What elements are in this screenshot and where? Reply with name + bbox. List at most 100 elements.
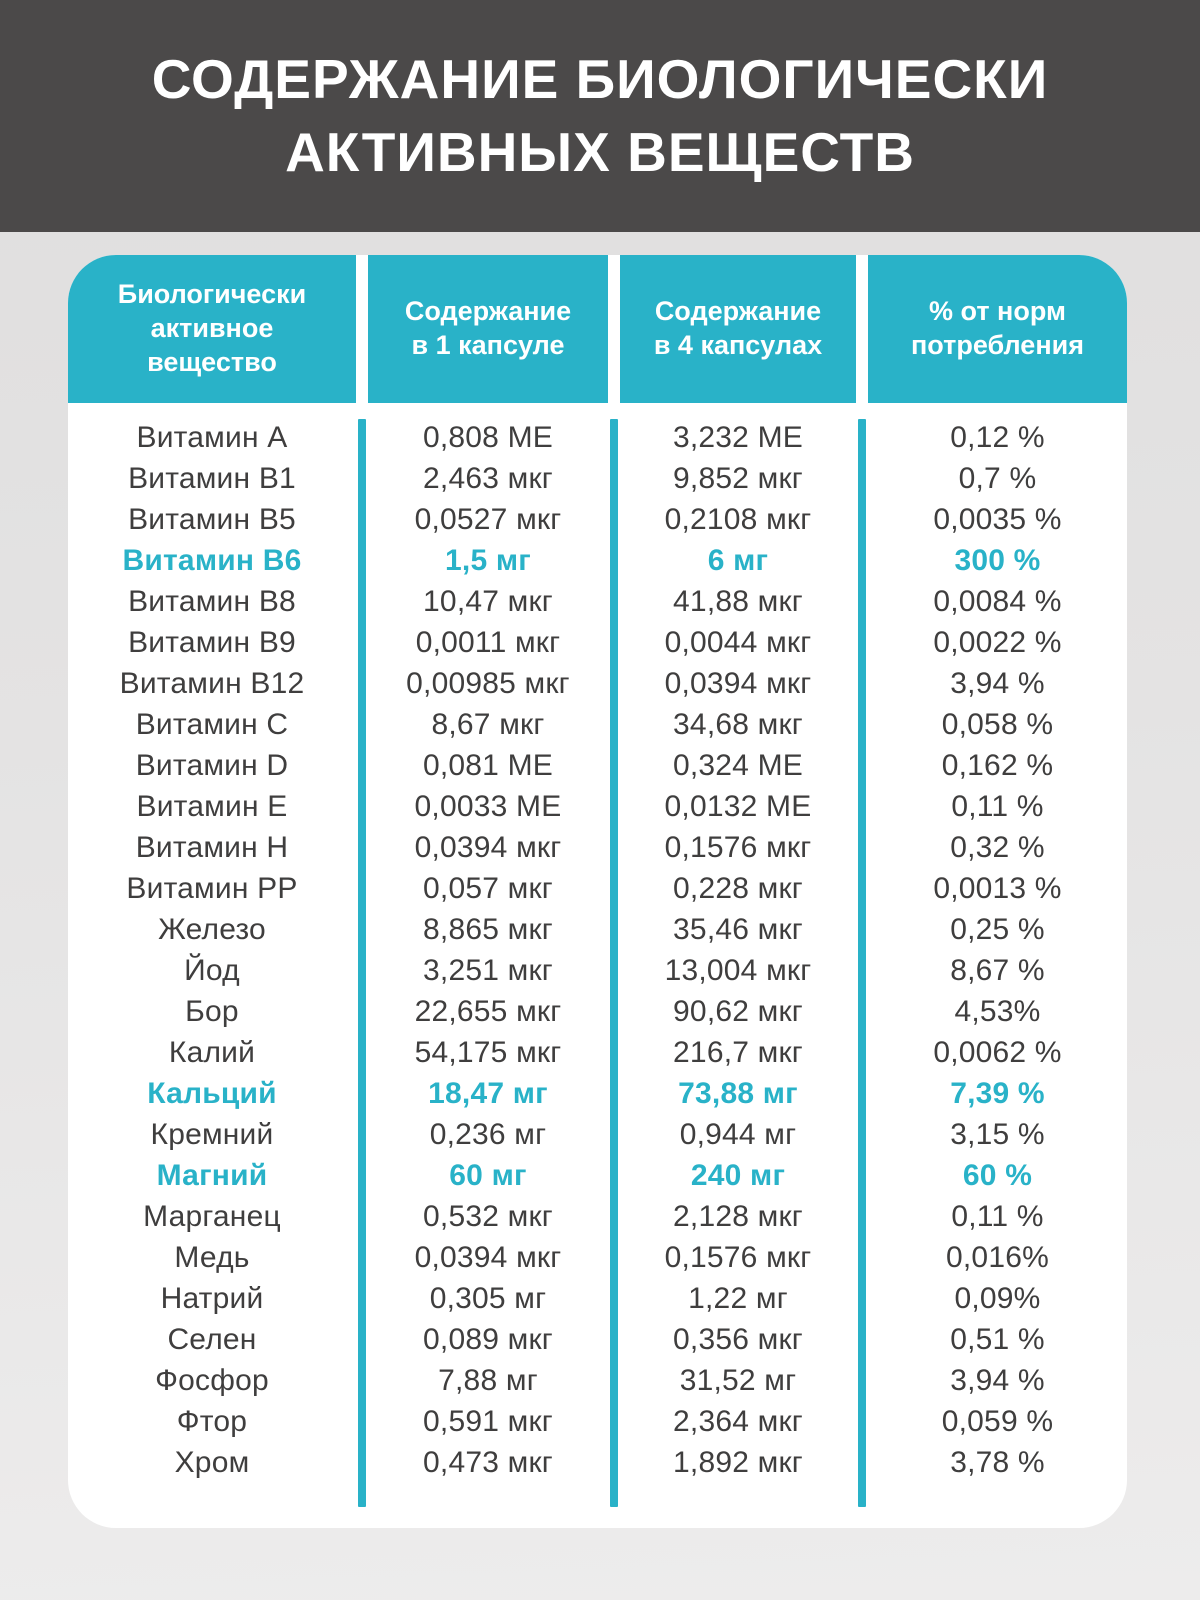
percent-norm-value: 0,0022 %	[933, 625, 1062, 659]
table-row: Марганец 0,532 мкг 2,128 мкг 0,11 %	[68, 1196, 1127, 1237]
substance-name: Витамин E	[136, 789, 288, 823]
header-per-capsule: Содержание в 1 капсуле	[368, 255, 608, 403]
substance-name: Фосфор	[155, 1363, 269, 1397]
substance-name: Витамин H	[135, 830, 289, 864]
per-capsule-value: 0,0033 МЕ	[414, 789, 562, 823]
percent-norm-value: 0,12 %	[950, 420, 1045, 454]
table-row: Йод 3,251 мкг 13,004 мкг 8,67 %	[68, 950, 1127, 991]
percent-norm-value: 0,016%	[946, 1240, 1049, 1274]
percent-norm-value: 4,53%	[954, 994, 1041, 1028]
column-divider-1	[358, 419, 366, 1507]
per-4-capsules-value: 0,0044 мкг	[664, 625, 812, 659]
per-4-capsules-value: 216,7 мкг	[673, 1035, 803, 1069]
table-row: Витамин B12 0,00985 мкг 0,0394 мкг 3,94 %	[68, 663, 1127, 704]
percent-norm-value: 60 %	[962, 1158, 1033, 1192]
percent-norm-value: 0,0013 %	[933, 871, 1062, 905]
per-capsule-value: 3,251 мкг	[423, 953, 553, 987]
per-4-capsules-value: 0,0394 мкг	[664, 666, 812, 700]
percent-norm-value: 3,94 %	[950, 1363, 1045, 1397]
per-capsule-value: 0,532 мкг	[423, 1199, 553, 1233]
title-band: СОДЕРЖАНИЕ БИОЛОГИЧЕСКИ АКТИВНЫХ ВЕЩЕСТВ	[0, 0, 1200, 232]
percent-norm-value: 300 %	[954, 543, 1041, 577]
table-row: Витамин B8 10,47 мкг 41,88 мкг 0,0084 %	[68, 581, 1127, 622]
percent-norm-value: 8,67 %	[950, 953, 1045, 987]
percent-norm-value: 0,058 %	[941, 707, 1054, 741]
table-row: Витамин C 8,67 мкг 34,68 мкг 0,058 %	[68, 704, 1127, 745]
table-row: Витамин E 0,0033 МЕ 0,0132 МЕ 0,11 %	[68, 786, 1127, 827]
substance-name: Хром	[174, 1445, 250, 1479]
percent-norm-value: 0,09%	[954, 1281, 1041, 1315]
per-capsule-value: 22,655 мкг	[414, 994, 562, 1028]
per-4-capsules-value: 0,1576 мкг	[664, 830, 812, 864]
per-4-capsules-value: 1,22 мг	[688, 1281, 788, 1315]
table-row: Медь 0,0394 мкг 0,1576 мкг 0,016%	[68, 1237, 1127, 1278]
per-capsule-value: 0,089 мкг	[423, 1322, 553, 1356]
substance-name: Марганец	[143, 1199, 281, 1233]
per-capsule-value: 0,057 мкг	[423, 871, 553, 905]
percent-norm-value: 0,059 %	[941, 1404, 1054, 1438]
per-capsule-value: 0,0394 мкг	[414, 830, 562, 864]
substance-name: Натрий	[160, 1281, 264, 1315]
per-4-capsules-value: 0,944 мг	[679, 1117, 797, 1151]
table-row: Хром 0,473 мкг 1,892 мкг 3,78 %	[68, 1442, 1127, 1483]
per-4-capsules-value: 90,62 мкг	[673, 994, 803, 1028]
table-row: Селен 0,089 мкг 0,356 мкг 0,51 %	[68, 1319, 1127, 1360]
per-capsule-value: 0,473 мкг	[423, 1445, 553, 1479]
per-4-capsules-value: 34,68 мкг	[673, 707, 803, 741]
per-4-capsules-value: 31,52 мг	[679, 1363, 797, 1397]
per-4-capsules-value: 0,0132 МЕ	[664, 789, 812, 823]
table-row: Витамин B9 0,0011 мкг 0,0044 мкг 0,0022 %	[68, 622, 1127, 663]
per-capsule-value: 0,305 мг	[429, 1281, 547, 1315]
substance-name: Кальций	[147, 1076, 277, 1110]
per-4-capsules-value: 2,364 мкг	[673, 1404, 803, 1438]
table-row: Витамин PP 0,057 мкг 0,228 мкг 0,0013 %	[68, 868, 1127, 909]
substance-name: Витамин B1	[128, 461, 296, 495]
per-4-capsules-value: 41,88 мкг	[673, 584, 803, 618]
percent-norm-value: 3,78 %	[950, 1445, 1045, 1479]
table-row: Бор 22,655 мкг 90,62 мкг 4,53%	[68, 991, 1127, 1032]
per-capsule-value: 10,47 мкг	[423, 584, 553, 618]
per-capsule-value: 0,0527 мкг	[414, 502, 562, 536]
substance-name: Железо	[158, 912, 266, 946]
percent-norm-value: 0,0062 %	[933, 1035, 1062, 1069]
per-capsule-value: 0,591 мкг	[423, 1404, 553, 1438]
per-capsule-value: 0,0011 мкг	[415, 625, 561, 659]
header-substance: Биологически активное вещество	[68, 255, 356, 403]
substance-name: Витамин B8	[128, 584, 296, 618]
table-row: Витамин B1 2,463 мкг 9,852 мкг 0,7 %	[68, 458, 1127, 499]
per-capsule-value: 54,175 мкг	[414, 1035, 562, 1069]
table-row: Витамин D 0,081 МЕ 0,324 МЕ 0,162 %	[68, 745, 1127, 786]
percent-norm-value: 0,162 %	[941, 748, 1054, 782]
table-header-row: Биологически активное вещество Содержани…	[68, 255, 1127, 403]
per-capsule-value: 8,865 мкг	[423, 912, 553, 946]
substance-name: Йод	[184, 953, 240, 987]
table-row: Витамин B6 1,5 мг 6 мг 300 %	[68, 540, 1127, 581]
per-4-capsules-value: 0,1576 мкг	[664, 1240, 812, 1274]
per-4-capsules-value: 6 мг	[707, 543, 769, 577]
per-capsule-value: 0,236 мг	[429, 1117, 547, 1151]
substance-name: Витамин D	[135, 748, 289, 782]
per-capsule-value: 18,47 мг	[428, 1076, 548, 1110]
percent-norm-value: 0,32 %	[950, 830, 1045, 864]
per-4-capsules-value: 13,004 мкг	[664, 953, 812, 987]
percent-norm-value: 0,0035 %	[933, 502, 1062, 536]
substance-name: Витамин B9	[128, 625, 296, 659]
per-capsule-value: 0,081 МЕ	[422, 748, 553, 782]
table-row: Калий 54,175 мкг 216,7 мкг 0,0062 %	[68, 1032, 1127, 1073]
per-4-capsules-value: 73,88 мг	[678, 1076, 798, 1110]
substance-name: Медь	[174, 1240, 250, 1274]
table-row: Фтор 0,591 мкг 2,364 мкг 0,059 %	[68, 1401, 1127, 1442]
substance-name: Кремний	[150, 1117, 274, 1151]
per-4-capsules-value: 0,2108 мкг	[664, 502, 812, 536]
per-4-capsules-value: 9,852 мкг	[673, 461, 803, 495]
page-title: СОДЕРЖАНИЕ БИОЛОГИЧЕСКИ АКТИВНЫХ ВЕЩЕСТВ	[151, 47, 1049, 183]
header-percent-norm: % от норм потребления	[868, 255, 1127, 403]
per-4-capsules-value: 0,228 мкг	[673, 871, 803, 905]
substance-name: Витамин B6	[122, 543, 302, 577]
substance-name: Магний	[156, 1158, 268, 1192]
per-capsule-value: 0,00985 мкг	[406, 666, 570, 700]
percent-norm-value: 0,51 %	[950, 1322, 1045, 1356]
table-row: Витамин A 0,808 МЕ 3,232 МЕ 0,12 %	[68, 417, 1127, 458]
substance-name: Витамин C	[135, 707, 289, 741]
table-body: Витамин A 0,808 МЕ 3,232 МЕ 0,12 % Витамин B…	[68, 403, 1127, 1528]
